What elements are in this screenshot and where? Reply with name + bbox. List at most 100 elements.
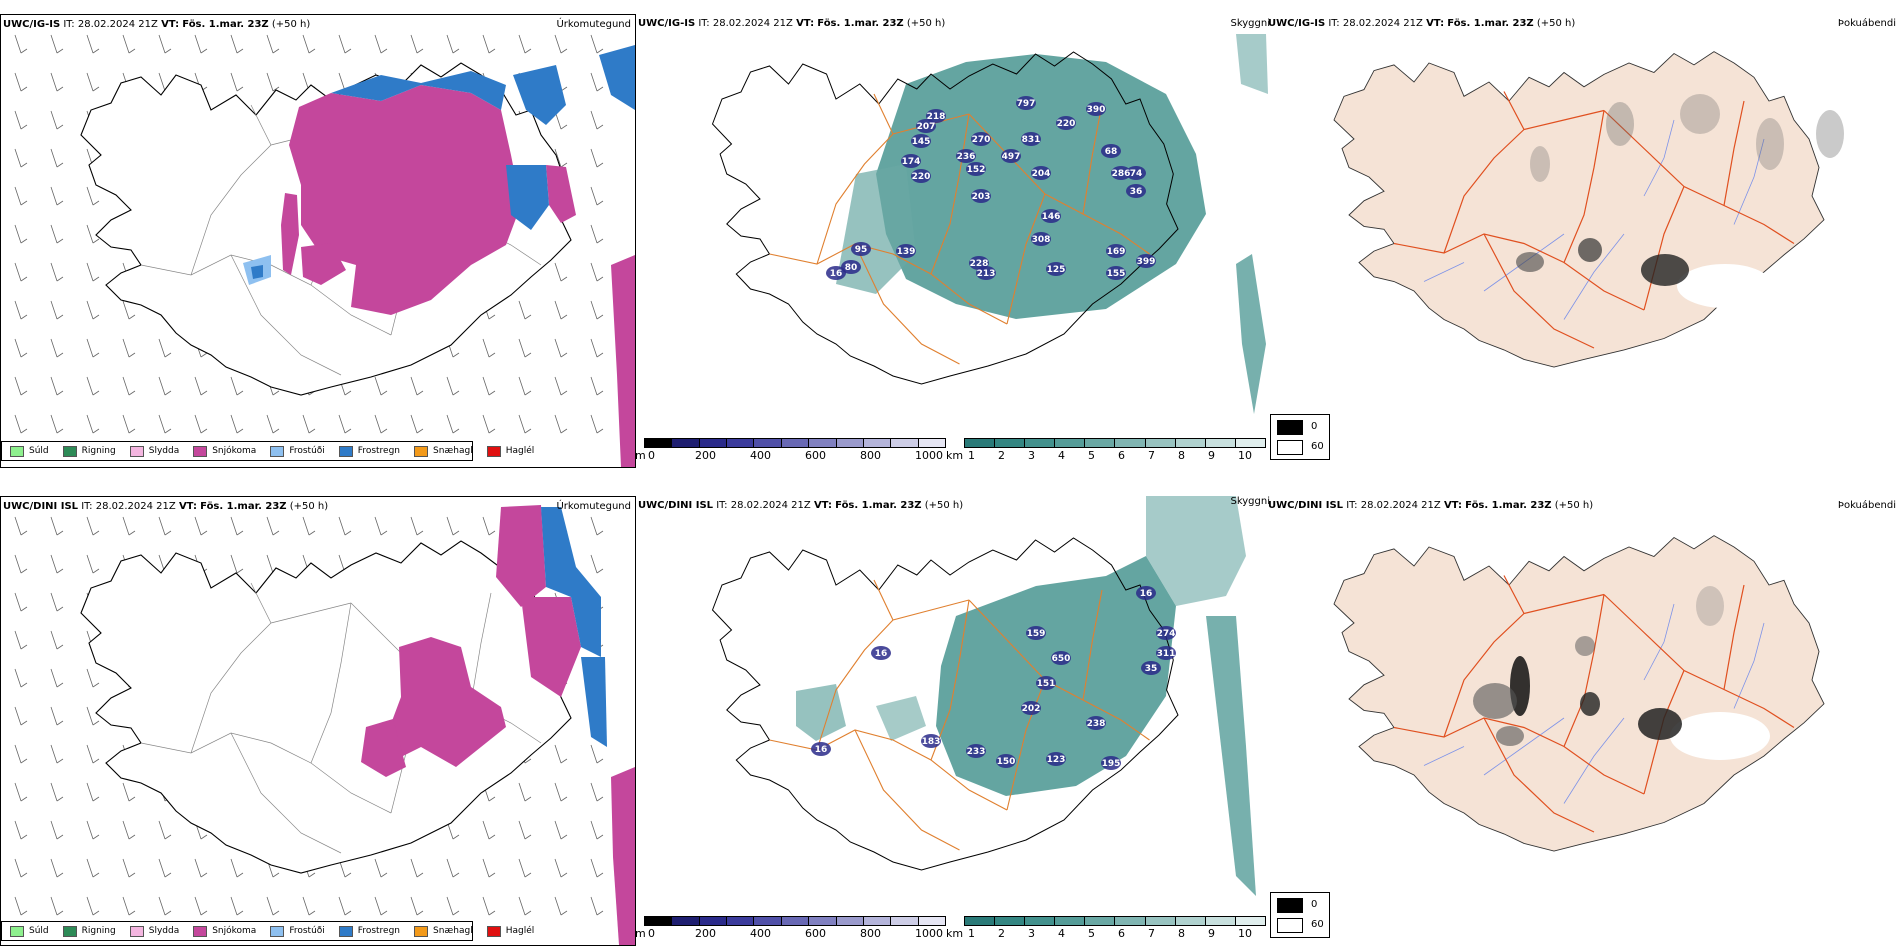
wind-barb (230, 414, 244, 434)
cloud-base-label: 151 (1037, 679, 1056, 689)
cloud-base-bar-cell (781, 917, 810, 925)
wind-barb (50, 858, 64, 878)
precip-legend: Súld Rigning Slydda Snjókoma Frostúði Frostre… (1, 921, 534, 941)
visibility-tick: 1 (968, 449, 975, 462)
cloud-base-blob (1106, 244, 1126, 258)
visibility-unit: km (946, 927, 964, 940)
river-network (1423, 603, 1765, 804)
wind-barb (590, 338, 604, 358)
visibility-tick: 4 (1058, 449, 1065, 462)
cloud-base-bar-cell (672, 439, 700, 447)
cloud-base-label: 152 (967, 165, 986, 175)
visibility-area (1146, 496, 1246, 606)
precip-legend-swatch (270, 445, 285, 457)
precip-legend-swatch (414, 925, 429, 937)
wind-barb (122, 414, 136, 434)
cloud-base-colorbar: m 0 200 400 600 800 1000 (635, 916, 946, 946)
fog-spot (1578, 238, 1602, 262)
snow-area (496, 505, 546, 607)
cloud-base-label: 270 (972, 135, 991, 145)
cloud-base-label: 169 (1107, 247, 1126, 257)
fog-spot (1641, 254, 1689, 286)
wind-barb (122, 300, 136, 320)
road (1443, 109, 1605, 254)
cloud-base-blob (1141, 661, 1161, 675)
cloud-base-bar-cell (754, 439, 782, 447)
cloud-base-blob (1026, 626, 1046, 640)
visibility-tick: 3 (1028, 927, 1035, 940)
fog-spot (1696, 586, 1724, 626)
fog-legend-value-0: 0 (1311, 421, 1318, 432)
model-name: UWC/DINI ISL (638, 500, 714, 511)
visibility-bar-cell (965, 439, 996, 447)
snow-area (386, 637, 506, 767)
cloud-base-blob (1041, 209, 1061, 223)
fog-legend: 0 60 (1270, 892, 1330, 938)
lead-time: (+50 h) (1554, 500, 1594, 511)
cloud-base-blob (1101, 144, 1121, 158)
wind-barb (194, 858, 208, 878)
cloud-base-label: 390 (1087, 105, 1106, 115)
precip-legend-label: Rigning (81, 926, 116, 936)
road (1723, 100, 1745, 206)
model-name: UWC/DINI ISL (1268, 500, 1344, 511)
visibility-tick: 7 (1148, 449, 1155, 462)
wind-barb (590, 224, 604, 244)
wind-barb (14, 820, 28, 840)
river (1483, 717, 1565, 776)
cloud-base-blob (1036, 676, 1056, 690)
visibility-bar-cell (1235, 917, 1265, 925)
iceland-fill (1333, 535, 1825, 852)
cloud-base-label: 274 (1157, 629, 1176, 639)
fog-spot (1680, 94, 1720, 134)
road (1006, 679, 1046, 811)
visibility-tick: 10 (1238, 927, 1252, 940)
cloud-base-tick: 600 (805, 449, 826, 462)
cloud-base-blob (926, 109, 946, 123)
wind-barb (86, 34, 100, 54)
cloud-base-bar-cell (918, 917, 945, 925)
wind-barb (14, 896, 28, 916)
fog-spot (1756, 118, 1784, 170)
precip-legend: Súld Rigning Slydda Snjókoma Frostúði Frostre… (1, 441, 534, 461)
it-value: 28.02.2024 21Z (712, 18, 793, 29)
wind-barb (158, 516, 172, 536)
wind-barb (230, 896, 244, 916)
wind-barb (50, 782, 64, 802)
cloud-base-tick: 0 (648, 449, 655, 462)
wind-barb (86, 706, 100, 726)
cloud-base-blob (1106, 266, 1126, 280)
cloud-base-label: 207 (917, 122, 936, 132)
it-label: IT: (698, 18, 710, 29)
fog-legend-value-60: 60 (1311, 919, 1324, 930)
cloud-base-blob (911, 134, 931, 148)
snow-area (611, 255, 635, 467)
precip-legend-label: Haglél (505, 926, 535, 936)
vt-label: VT: (813, 500, 832, 511)
cloud-base-blob (826, 266, 846, 280)
visibility-bar-cell (1085, 439, 1116, 447)
cloud-base-tick: 1000 (915, 449, 943, 462)
panel-title-precip: Úrkomutegund (556, 19, 631, 30)
wind-barb (194, 516, 208, 536)
cloud-base-tick: 1000 (915, 927, 943, 940)
road (1503, 91, 1525, 130)
precip-legend-item: Haglél (486, 925, 535, 937)
cloud-base-blob (1051, 651, 1071, 665)
cloud-base-bar-cell (918, 439, 945, 447)
precip-legend-swatch (338, 925, 353, 937)
visibility-bar-cell (1115, 439, 1146, 447)
it-value: 28.02.2024 21Z (1342, 18, 1423, 29)
wind-barb (86, 896, 100, 916)
wind-barb (14, 376, 28, 396)
cloud-base-blob (996, 754, 1016, 768)
cloud-base-blob (916, 119, 936, 133)
it-value: 28.02.2024 21Z (1360, 500, 1441, 511)
road (930, 113, 970, 275)
cloud-base-blob (1156, 626, 1176, 640)
visibility-bar-cell (1145, 917, 1176, 925)
precip-legend-label: Frostregn (357, 926, 401, 936)
visibility-bar-cell (1115, 917, 1146, 925)
visibility-panel-bottom: 16 274 311 35 159 650 16 151 202 238 183 233 150 123 1… (635, 496, 1270, 946)
cloud-base-blob (1136, 254, 1156, 268)
